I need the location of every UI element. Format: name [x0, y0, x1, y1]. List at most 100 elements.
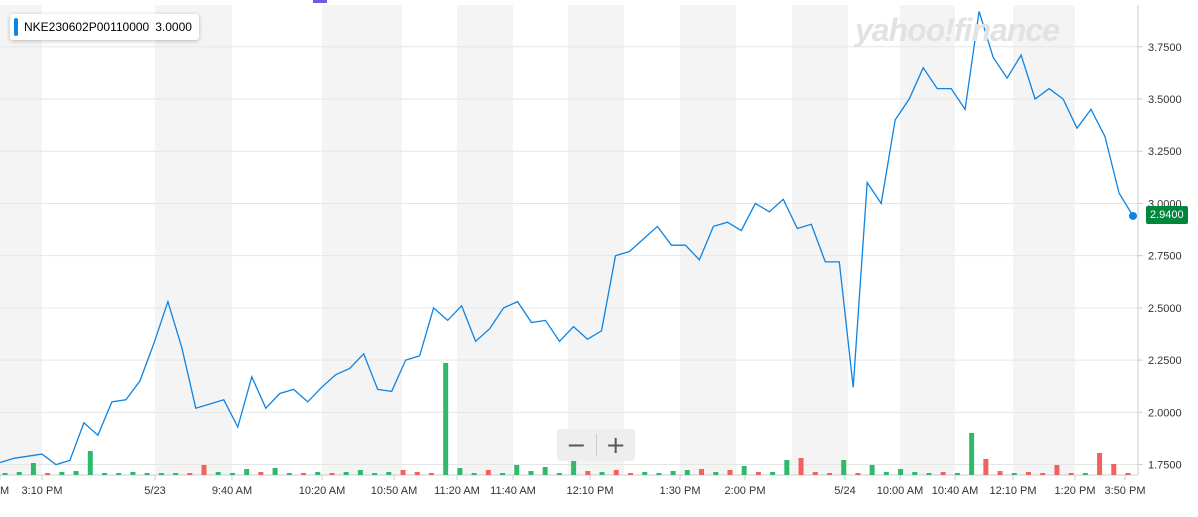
volume-bar: [926, 473, 932, 475]
volume-bar: [329, 473, 335, 475]
y-tick-label: 2.7500: [1148, 251, 1182, 263]
volume-bar: [812, 472, 818, 475]
volume-bar: [1082, 473, 1088, 475]
volume-bar: [187, 473, 193, 475]
volume-bar: [59, 472, 65, 475]
volume-bar: [826, 473, 832, 475]
volume-bar: [542, 467, 548, 475]
volume-bar: [571, 457, 577, 475]
volume-bar: [301, 473, 307, 475]
x-tick-label: 12:10 PM: [566, 485, 613, 497]
volume-bar: [1097, 453, 1103, 475]
x-tick-label: 9:40 AM: [212, 485, 252, 497]
volume-bar: [286, 473, 292, 475]
zoom-divider: [595, 434, 597, 456]
session-band: [792, 5, 848, 475]
volume-bar: [613, 470, 619, 475]
volume-bar: [428, 473, 434, 475]
session-band: [0, 5, 42, 475]
volume-bar: [798, 458, 804, 475]
volume-bar: [1068, 473, 1074, 475]
legend-symbol: NKE230602P00110000: [24, 20, 150, 34]
volume-bar: [556, 473, 562, 475]
x-axis: M 3:10 PM 5/23 9:40 AM 10:20 AM 10:50 AM 11:20…: [0, 475, 1145, 497]
volume-bar: [841, 460, 847, 475]
y-tick-label: 3.2500: [1148, 146, 1182, 158]
x-tick-label: 5/24: [834, 485, 855, 497]
x-tick-label: 5/23: [144, 485, 165, 497]
volume-bar: [372, 473, 378, 475]
volume-bar: [400, 470, 406, 475]
x-tick-label: 1:20 PM: [1055, 485, 1096, 497]
volume-bar: [1054, 465, 1060, 475]
volume-bar: [1025, 472, 1031, 475]
volume-bar: [969, 433, 975, 475]
series-legend[interactable]: NKE230602P00110000 3.0000: [10, 14, 199, 40]
volume-bar: [627, 473, 633, 475]
volume-bar: [1040, 473, 1046, 475]
volume-bar: [912, 472, 918, 475]
x-tick-label: 10:00 AM: [877, 485, 923, 497]
last-price-dot: [1129, 211, 1137, 220]
volume-bar: [514, 465, 520, 475]
volume-bar: [45, 473, 51, 475]
volume-bar: [770, 472, 776, 475]
volume-bar: [940, 472, 946, 475]
volume-bar: [30, 463, 36, 475]
x-tick-label: 11:40 AM: [490, 485, 536, 497]
volume-bar: [869, 465, 875, 475]
session-band: [155, 5, 232, 475]
volume-bar: [73, 471, 79, 475]
volume-bar: [386, 472, 392, 475]
x-tick-label: 11:20 AM: [434, 485, 480, 497]
volume-bar: [87, 451, 93, 475]
legend-swatch: [14, 18, 18, 36]
volume-bar: [983, 459, 989, 475]
volume-bar: [357, 470, 363, 475]
volume-bar: [272, 468, 278, 475]
y-tick-label: 1.7500: [1148, 460, 1182, 472]
top-marker: [313, 0, 327, 3]
volume-bar: [2, 473, 8, 475]
volume-bar: [954, 473, 960, 475]
volume-bar: [713, 472, 719, 475]
y-axis: 1.75002.00002.25002.50002.75003.00003.25…: [1137, 5, 1182, 475]
volume-bar: [997, 471, 1003, 475]
legend-value: 3.0000: [155, 20, 192, 34]
volume-bar: [741, 466, 747, 475]
x-tick-label: 3:50 PM: [1105, 485, 1146, 497]
volume-bar: [855, 473, 861, 475]
volume-bar: [315, 472, 321, 475]
session-band: [568, 5, 624, 475]
volume-bar: [102, 473, 108, 475]
volume-bar: [898, 469, 904, 475]
session-band: [1013, 5, 1075, 475]
volume-bar: [201, 465, 207, 475]
volume-bar: [130, 472, 136, 475]
volume-bar: [158, 473, 164, 475]
volume-bar: [784, 460, 790, 475]
y-tick-label: 2.2500: [1148, 355, 1182, 367]
volume-bars: [2, 363, 1131, 475]
volume-bar: [215, 472, 221, 475]
volume-bar: [244, 469, 250, 475]
background-bands: [0, 5, 1075, 475]
volume-bar: [471, 473, 477, 475]
price-line: [0, 11, 1134, 466]
volume-bar: [1011, 473, 1017, 475]
zoom-out-button[interactable]: −: [557, 429, 596, 461]
zoom-in-button[interactable]: +: [596, 429, 635, 461]
volume-bar: [528, 471, 534, 475]
x-tick-label: 3:10 PM: [22, 485, 63, 497]
volume-bar: [670, 471, 676, 475]
volume-bar: [727, 470, 733, 475]
y-tick-label: 2.5000: [1148, 303, 1182, 315]
yahoo-finance-logo: yahoo!finance: [855, 12, 1060, 48]
volume-bar: [485, 470, 491, 475]
price-series: [0, 11, 1137, 466]
y-tick-label: 2.0000: [1148, 407, 1182, 419]
volume-bar: [656, 473, 662, 475]
volume-bar: [1111, 464, 1117, 475]
volume-bar: [642, 472, 648, 475]
